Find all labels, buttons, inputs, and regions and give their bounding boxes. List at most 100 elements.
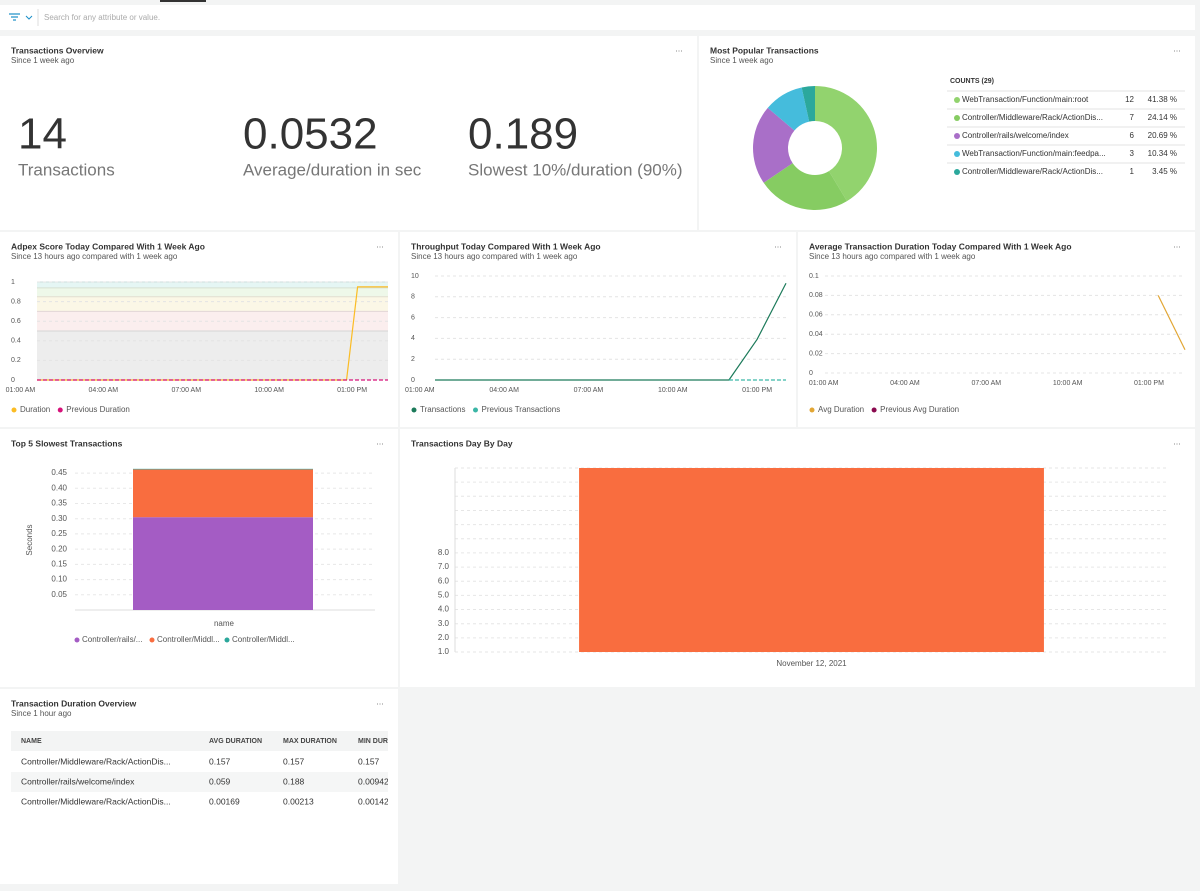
panel-menu[interactable]: ... [774, 239, 782, 249]
legend-name: Controller/Middleware/Rack/ActionDis... [962, 167, 1103, 176]
x-tick-label: 10:00 AM [254, 387, 284, 394]
y-tick-label: 0.08 [809, 292, 823, 299]
panel-title: Transactions Day By Day [411, 438, 513, 448]
x-tick-label: 01:00 PM [742, 387, 772, 394]
y-tick-label: 0.45 [51, 468, 67, 477]
legend-dot[interactable] [224, 637, 230, 643]
pie-slice [801, 86, 815, 122]
column-header[interactable]: MAX DURATION [283, 738, 337, 745]
legend-label[interactable]: Previous Transactions [482, 405, 561, 414]
table-cell: 0.157 [283, 756, 305, 766]
y-tick-label: 6 [411, 314, 415, 321]
y-tick-label: 0.1 [809, 273, 819, 280]
table-cell: 0.00169 [209, 796, 240, 806]
legend-count: 7 [1130, 113, 1135, 122]
panel-menu[interactable]: ... [376, 696, 384, 706]
panel-subtitle: Since 13 hours ago compared with 1 week … [11, 252, 178, 261]
x-tick-label: 01:00 AM [809, 380, 839, 387]
series-line [37, 286, 388, 381]
apdex-zone [37, 296, 388, 312]
y-tick-label: 0.30 [51, 514, 67, 523]
panel-title: Average Transaction Duration Today Compa… [809, 241, 1072, 251]
panel-title: Adpex Score Today Compared With 1 Week A… [11, 241, 205, 251]
legend-dot[interactable] [74, 637, 80, 643]
panel-menu[interactable]: ... [675, 43, 683, 53]
legend-label[interactable]: Controller/Middl... [157, 635, 220, 644]
legend-dot[interactable] [411, 407, 417, 413]
panel-title: Transactions Overview [11, 45, 104, 55]
panel-subtitle: Since 1 week ago [11, 56, 75, 65]
y-tick-label: 0.2 [11, 357, 21, 364]
y-tick-label: 8.0 [438, 548, 450, 557]
panel-title: Top 5 Slowest Transactions [11, 438, 123, 448]
pie-slice [767, 87, 810, 131]
table-cell: 0.00142 [358, 796, 389, 806]
y-tick-label: 4.0 [438, 605, 450, 614]
legend-label[interactable]: Controller/rails/... [82, 635, 142, 644]
legend-label[interactable]: Duration [20, 405, 50, 414]
column-header[interactable]: NAME [21, 738, 42, 745]
filter-chevron[interactable] [25, 15, 33, 20]
legend-dot [954, 133, 960, 139]
panel-menu[interactable]: ... [1173, 436, 1181, 446]
stat-label: Slowest 10%/duration (90%) [468, 160, 683, 179]
apdex-zone [37, 331, 388, 380]
panel [400, 232, 796, 427]
search-bar[interactable] [0, 5, 1195, 30]
stat-value: 14 [18, 110, 67, 159]
panel-menu[interactable]: ... [376, 239, 384, 249]
stat-value: 0.0532 [243, 110, 378, 159]
panel [798, 232, 1195, 427]
x-tick-label: 10:00 AM [1053, 380, 1083, 387]
x-axis-label: name [214, 619, 235, 628]
legend-count: 3 [1130, 149, 1135, 158]
legend-share: 20.69 % [1148, 131, 1177, 140]
clip-region: 01:00 AM 04:00 AM 07:00 AM 10:00 AM 01:00 PM [809, 380, 1164, 387]
y-tick-label: 0.40 [51, 483, 67, 492]
legend-dot[interactable] [11, 407, 17, 413]
legend-count: 1 [1130, 167, 1135, 176]
series-line [1157, 295, 1186, 350]
clip-region: NAME AVG DURATION MAX DURATION MIN DURATION… [11, 731, 409, 806]
panel-menu[interactable]: ... [1173, 239, 1181, 249]
legend-label[interactable]: Transactions [420, 405, 466, 414]
legend-label[interactable]: Previous Avg Duration [880, 405, 959, 414]
legend-label[interactable]: Avg Duration [818, 405, 864, 414]
legend-dot[interactable] [473, 407, 478, 413]
legend-dot[interactable] [149, 637, 155, 643]
y-tick-label: 0.04 [809, 331, 823, 338]
filter-icon[interactable] [9, 13, 20, 21]
stat-label: Average/duration in sec [243, 160, 422, 179]
y-tick-label: 0.20 [51, 544, 67, 553]
search-placeholder[interactable]: Search for any attribute or value. [44, 13, 160, 22]
y-tick-label: 3.0 [438, 619, 450, 628]
legend-dot[interactable] [57, 407, 63, 413]
column-header[interactable]: AVG DURATION [209, 738, 262, 745]
legend-dot[interactable] [809, 407, 815, 413]
pie-slice [752, 107, 795, 183]
stat-value: 0.189 [468, 110, 578, 159]
y-tick-label: 0 [11, 377, 15, 384]
legend-dot[interactable] [871, 407, 877, 413]
legend-dot [954, 169, 960, 175]
clip-region: 01:00 AM 04:00 AM 07:00 AM 10:00 AM 01:00 PM [6, 387, 368, 394]
panel-menu[interactable]: ... [1173, 43, 1181, 53]
legend-share: 3.45 % [1152, 167, 1177, 176]
x-tick-label: 01:00 PM [337, 387, 367, 394]
panel-title: Throughput Today Compared With 1 Week Ag… [411, 241, 601, 251]
y-tick-label: 0.35 [51, 499, 67, 508]
panel-menu[interactable]: ... [376, 436, 384, 446]
bar-segment [133, 468, 313, 470]
x-tick-label: November 12, 2021 [776, 659, 847, 668]
y-tick-label: 4 [411, 335, 415, 342]
legend-label[interactable]: Previous Duration [66, 405, 130, 414]
x-tick-label: 04:00 AM [890, 380, 920, 387]
column-header[interactable]: MIN DURATION [358, 738, 409, 745]
x-tick-label: 07:00 AM [972, 380, 1002, 387]
y-tick-label: 5.0 [438, 590, 450, 599]
y-tick-label: 0.06 [809, 312, 823, 319]
x-tick-label: 01:00 PM [1134, 380, 1164, 387]
legend-label[interactable]: Controller/Middl... [232, 635, 295, 644]
legend-dot [954, 115, 960, 121]
